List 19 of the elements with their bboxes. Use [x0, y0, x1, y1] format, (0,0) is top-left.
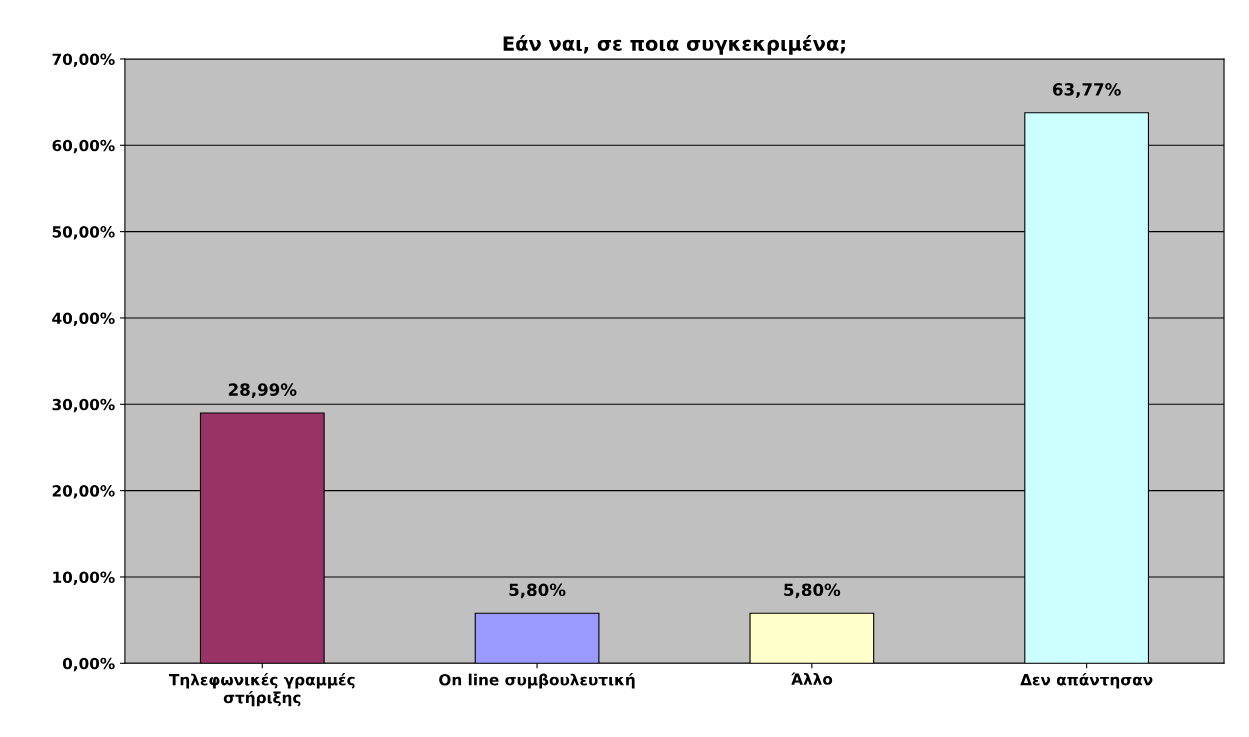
- data-label: 28,99%: [228, 383, 297, 399]
- data-label: 5,80%: [509, 583, 566, 599]
- bar: [749, 612, 875, 664]
- x-tick-label: Άλλο: [791, 672, 833, 685]
- bar: [474, 612, 600, 664]
- x-tick-label: Δεν απάντησαν: [1020, 673, 1153, 689]
- chart-title: Εάν ναι, σε ποια συγκεκριμένα;: [503, 35, 845, 55]
- y-tick-label: 70,00%: [52, 53, 115, 67]
- y-tick-label: 60,00%: [52, 139, 115, 154]
- y-tick-label: 10,00%: [53, 571, 115, 585]
- y-tick-label: 30,00%: [52, 398, 115, 413]
- y-tick-label: 40,00%: [52, 312, 115, 326]
- x-tick-label: Τηλεφωνικές γραμμές στήριξης: [169, 673, 355, 707]
- y-tick-label: 20,00%: [52, 485, 115, 499]
- y-tick-label: 50,00%: [52, 226, 115, 240]
- y-tick-label: 0,00%: [62, 657, 115, 672]
- data-label: 5,80%: [784, 583, 841, 599]
- data-label: 63,77%: [1052, 83, 1121, 98]
- x-tick-label: On line συμβουλευτική: [439, 673, 635, 689]
